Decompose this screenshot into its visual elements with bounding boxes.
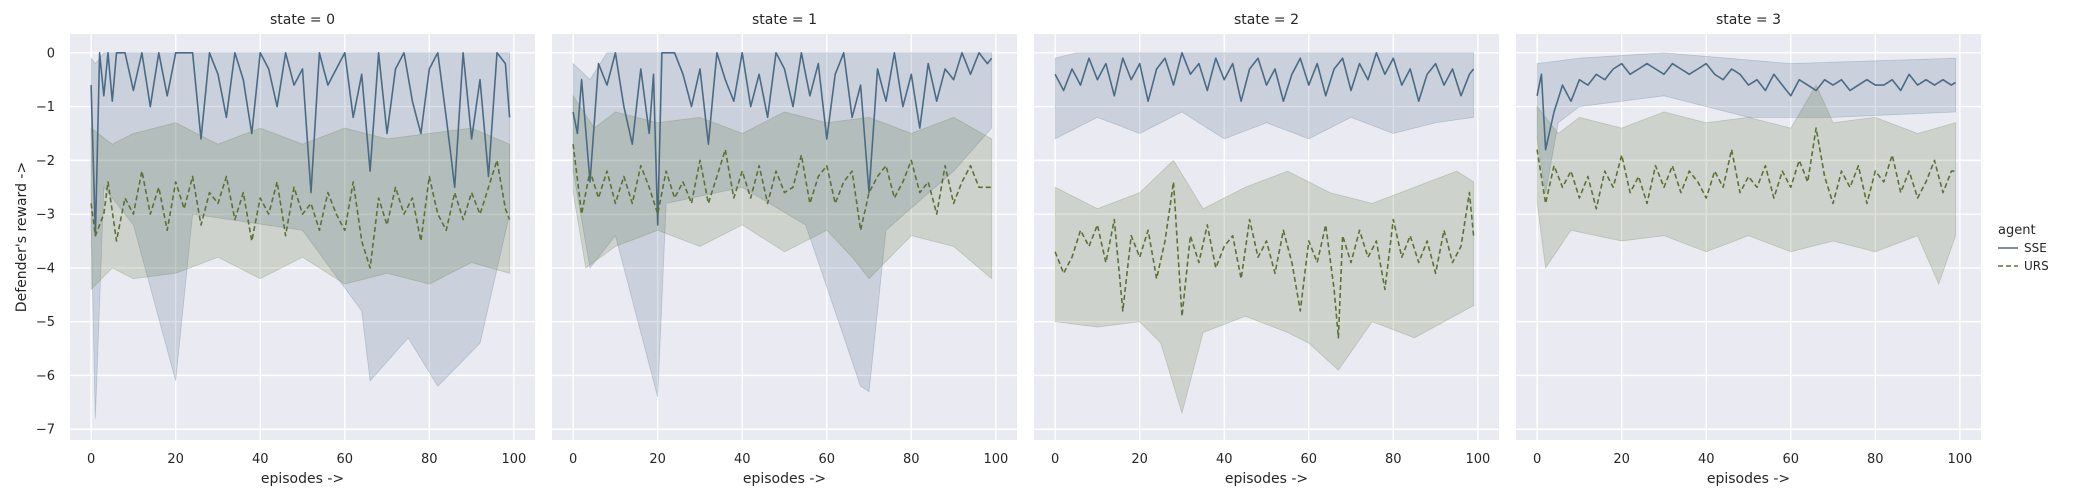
y-tick-label: 0 [47, 46, 55, 61]
legend-label-sse: SSE [2024, 241, 2047, 255]
facet-background [552, 34, 1017, 440]
x-tick-label: 60 [336, 452, 353, 467]
x-tick-label: 40 [252, 452, 269, 467]
x-tick-label: 100 [1465, 452, 1490, 467]
facet-title: state = 0 [270, 12, 335, 28]
x-tick-label: 100 [1947, 452, 1972, 467]
x-tick-label: 60 [1782, 452, 1799, 467]
x-tick-label: 20 [649, 452, 666, 467]
facet-1: state = 1 0 20 40 60 80 100 episodes -> [552, 12, 1017, 487]
facet-background [1516, 34, 1981, 440]
x-axis-label: episodes -> [743, 471, 826, 487]
legend: agent SSE URS [1998, 223, 2049, 273]
y-tick-label: −4 [36, 261, 55, 276]
x-tick-label: 80 [421, 452, 438, 467]
x-tick-label: 80 [1867, 452, 1884, 467]
x-tick-label: 80 [1385, 452, 1402, 467]
y-tick-label: −2 [36, 154, 55, 169]
x-tick-label: 60 [818, 452, 835, 467]
x-tick-label: 0 [1051, 452, 1059, 467]
legend-title: agent [1998, 223, 2036, 238]
x-tick-label: 20 [1131, 452, 1148, 467]
series-line-urs [90, 159, 511, 269]
series-line-sse [572, 51, 993, 226]
x-tick-label: 40 [1216, 452, 1233, 467]
x-tick-label: 20 [167, 452, 184, 467]
series-line-sse [1536, 62, 1957, 151]
facet-title: state = 3 [1716, 12, 1781, 28]
y-axis-label: Defender's reward -> [14, 162, 30, 312]
y-tick-label: −5 [36, 315, 55, 330]
series-line-urs [572, 144, 992, 232]
series-line-sse [1054, 51, 1475, 102]
series-line-sse [90, 51, 511, 237]
x-tick-label: 80 [903, 452, 920, 467]
confidence-band-urs [1536, 84, 1957, 286]
confidence-band-sse [90, 52, 511, 419]
x-tick-label: 40 [734, 452, 751, 467]
y-tick-label: −3 [36, 208, 55, 223]
x-tick-label: 100 [501, 452, 526, 467]
x-axis-label: episodes -> [1707, 471, 1790, 487]
x-tick-label: 40 [1698, 452, 1715, 467]
x-tick-label: 0 [569, 452, 577, 467]
x-tick-label: 0 [1533, 452, 1541, 467]
facet-2: state = 2 0 20 40 60 80 100 episodes -> [1034, 12, 1499, 487]
y-tick-label: −1 [36, 100, 55, 115]
confidence-band-urs [1054, 159, 1475, 415]
confidence-band-sse [1536, 52, 1957, 193]
confidence-band-sse [572, 52, 993, 398]
facet-background [70, 34, 535, 440]
x-tick-label: 20 [1613, 452, 1630, 467]
facet-3: state = 3 0 20 40 60 80 100 episodes -> [1516, 12, 1981, 487]
y-tick-label: −7 [36, 423, 55, 438]
legend-label-urs: URS [2024, 259, 2049, 273]
x-axis-label: episodes -> [1225, 471, 1308, 487]
x-tick-label: 0 [87, 452, 95, 467]
x-tick-label: 60 [1300, 452, 1317, 467]
facet-background [1034, 34, 1499, 440]
facet-title: state = 2 [1234, 12, 1299, 28]
series-line-urs [1536, 127, 1956, 210]
facet-title: state = 1 [752, 12, 817, 28]
x-axis-label: episodes -> [261, 471, 344, 487]
y-tick-label: −6 [36, 369, 55, 384]
x-tick-label: 100 [983, 452, 1008, 467]
facet-0: state = 0 0 20 40 60 80 100 episodes -> 0 −1 −2 −3 −… [14, 12, 535, 487]
